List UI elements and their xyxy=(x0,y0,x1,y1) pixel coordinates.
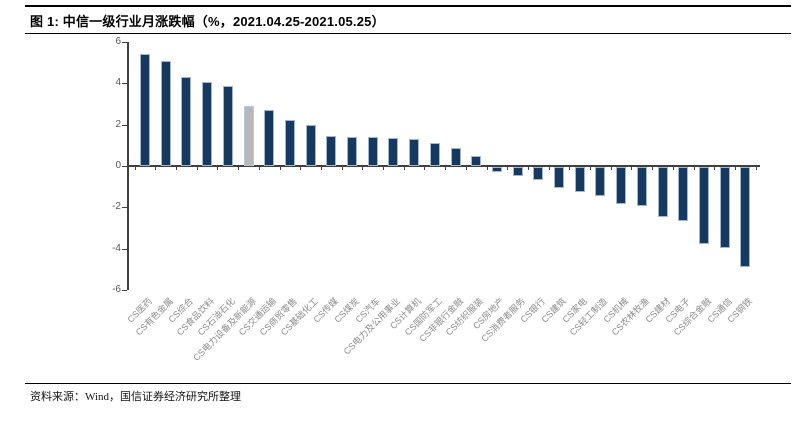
x-axis-tick xyxy=(279,167,281,170)
source-divider-rule xyxy=(25,383,791,384)
x-axis-tick xyxy=(755,167,757,170)
bar xyxy=(698,167,709,244)
source-note: 资料来源：Wind，国信证券经济研究所整理 xyxy=(30,391,241,403)
x-axis-tick xyxy=(383,167,385,170)
x-axis-tick xyxy=(196,167,198,170)
x-axis-tick xyxy=(486,167,488,170)
y-axis-tick xyxy=(122,207,127,209)
bar xyxy=(367,137,378,166)
y-tick-label: 6 xyxy=(115,35,121,47)
bar xyxy=(657,167,668,217)
bar xyxy=(326,135,337,166)
x-axis-tick xyxy=(672,167,674,170)
figure-top-rule xyxy=(25,5,791,7)
x-axis-tick xyxy=(548,167,550,170)
x-axis-tick xyxy=(362,167,364,170)
y-tick-label: -4 xyxy=(112,242,121,254)
title-divider-rule xyxy=(25,33,791,34)
bar xyxy=(140,54,150,166)
bar xyxy=(222,86,233,166)
x-axis-tick xyxy=(176,167,178,170)
x-axis-tick xyxy=(465,167,467,170)
bar xyxy=(305,124,316,166)
figure-title: 图 1: 中信一级行业月涨跌幅（%，2021.04.25-2021.05.25） xyxy=(30,14,385,29)
bar-highlighted xyxy=(243,105,254,166)
y-axis-tick xyxy=(122,290,127,292)
bar xyxy=(491,167,502,173)
x-axis-tick xyxy=(631,167,633,170)
y-axis-tick xyxy=(122,41,127,43)
x-axis-tick xyxy=(238,167,240,170)
x-axis-tick xyxy=(341,167,343,170)
x-axis-tick xyxy=(217,167,219,170)
y-axis-tick xyxy=(122,83,127,85)
bar xyxy=(202,82,213,166)
x-axis-tick xyxy=(527,167,529,170)
y-tick-label: -2 xyxy=(112,201,121,213)
bar xyxy=(181,76,192,166)
bar xyxy=(740,167,751,268)
x-axis-tick xyxy=(590,167,592,170)
x-axis-tick xyxy=(300,167,302,170)
x-axis-tick xyxy=(714,167,716,170)
y-tick-label: 0 xyxy=(115,160,121,171)
y-tick-label: 2 xyxy=(115,118,121,130)
bar xyxy=(719,167,730,248)
bar xyxy=(678,167,689,221)
x-axis-line xyxy=(128,165,760,167)
x-axis-tick xyxy=(403,167,405,170)
bar xyxy=(264,110,275,166)
bar xyxy=(471,155,482,166)
x-axis-tick xyxy=(445,167,447,170)
bar xyxy=(160,61,171,166)
x-axis-tick xyxy=(134,167,136,170)
bar xyxy=(388,138,399,166)
y-axis-tick xyxy=(122,124,127,126)
y-tick-label: -6 xyxy=(112,284,121,296)
bar xyxy=(512,167,523,177)
y-axis-tick xyxy=(122,248,127,250)
x-axis-tick xyxy=(569,167,571,170)
bar xyxy=(595,167,606,196)
y-axis-tick xyxy=(122,166,127,167)
x-axis-tick xyxy=(693,167,695,170)
y-tick-label: 4 xyxy=(115,77,121,89)
x-axis-tick xyxy=(507,167,509,170)
x-axis-tick xyxy=(155,167,157,170)
bar xyxy=(347,137,357,166)
bar xyxy=(636,167,647,207)
bar xyxy=(616,167,627,205)
bar xyxy=(409,139,420,166)
x-axis-tick xyxy=(258,167,260,170)
bar xyxy=(554,167,564,188)
x-axis-tick xyxy=(652,167,654,170)
x-axis-tick xyxy=(734,167,736,170)
bar xyxy=(574,167,585,192)
x-axis-tick xyxy=(320,167,322,170)
bar xyxy=(284,120,295,166)
x-axis-tick xyxy=(424,167,426,170)
bar xyxy=(429,143,440,166)
bar xyxy=(533,167,544,181)
x-axis-tick xyxy=(610,167,612,170)
bar xyxy=(450,148,461,166)
